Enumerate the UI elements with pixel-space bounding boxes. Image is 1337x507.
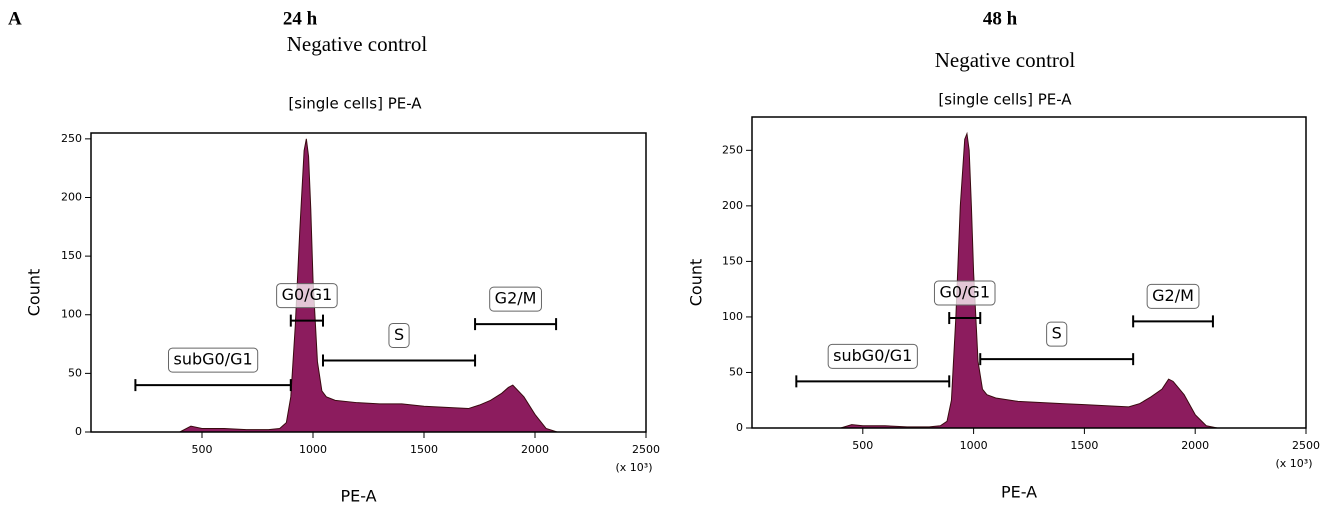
x-tick-label: 500 (852, 439, 873, 452)
x-tick-label: 1000 (299, 443, 327, 456)
x-unit: (x 10³) (1276, 457, 1313, 470)
chart-title: [single cells] PE-A (288, 95, 422, 113)
gate-label-box (276, 283, 338, 309)
heading: 24 h (283, 8, 318, 29)
y-tick-label: 50 (68, 366, 82, 379)
gate-label: G2/M (495, 289, 537, 308)
y-tick-label: 200 (722, 199, 743, 212)
gate-label: S (394, 325, 404, 344)
heading: 48 h (983, 8, 1018, 29)
gate-label: G0/G1 (939, 283, 990, 302)
plot-frame (90, 132, 647, 433)
gate-label: S (1052, 324, 1062, 343)
gate-label-box (933, 280, 996, 306)
y-tick-label: 0 (75, 425, 82, 438)
x-tick-label: 1000 (960, 439, 988, 452)
y-tick-label: 150 (722, 254, 743, 267)
y-tick-label: 100 (61, 308, 82, 321)
gate-label: subG0/G1 (174, 350, 253, 369)
y-axis-label: Count (687, 259, 706, 307)
y-tick-label: 250 (722, 143, 743, 156)
y-tick-label: 0 (736, 421, 743, 434)
x-tick-label: 2500 (632, 443, 660, 456)
histogram-area (840, 131, 1218, 429)
gate-label-box (1146, 283, 1200, 309)
gate-label-box (1046, 321, 1068, 347)
x-tick-label: 2500 (1292, 439, 1320, 452)
y-tick-label: 150 (61, 249, 82, 262)
gate-label: subG0/G1 (833, 346, 912, 365)
y-tick-label: 100 (722, 310, 743, 323)
y-tick-label: 250 (61, 132, 82, 145)
gate-label: G2/M (1152, 286, 1194, 305)
histogram-area (179, 138, 558, 433)
subtitle: Negative control (935, 48, 1076, 72)
x-unit: (x 10³) (616, 461, 653, 474)
x-tick-label: 2000 (521, 443, 549, 456)
y-tick-label: 200 (61, 190, 82, 203)
chart-title: [single cells] PE-A (938, 91, 1072, 109)
y-axis-label: Count (25, 269, 44, 317)
plot-frame (751, 116, 1307, 429)
x-axis-label: PE-A (1001, 483, 1037, 502)
x-tick-label: 1500 (1070, 439, 1098, 452)
gate-label-box (168, 347, 259, 373)
x-tick-label: 500 (192, 443, 213, 456)
x-tick-label: 1500 (410, 443, 438, 456)
gate-label-box (827, 343, 918, 369)
panel-label: A (8, 8, 22, 29)
x-tick-label: 2000 (1181, 439, 1209, 452)
subtitle: Negative control (287, 32, 428, 56)
gate-label-box (388, 322, 410, 348)
gate-label: G0/G1 (282, 285, 333, 304)
gate-label-box (489, 286, 542, 312)
y-tick-label: 50 (729, 365, 743, 378)
x-axis-label: PE-A (340, 487, 376, 506)
